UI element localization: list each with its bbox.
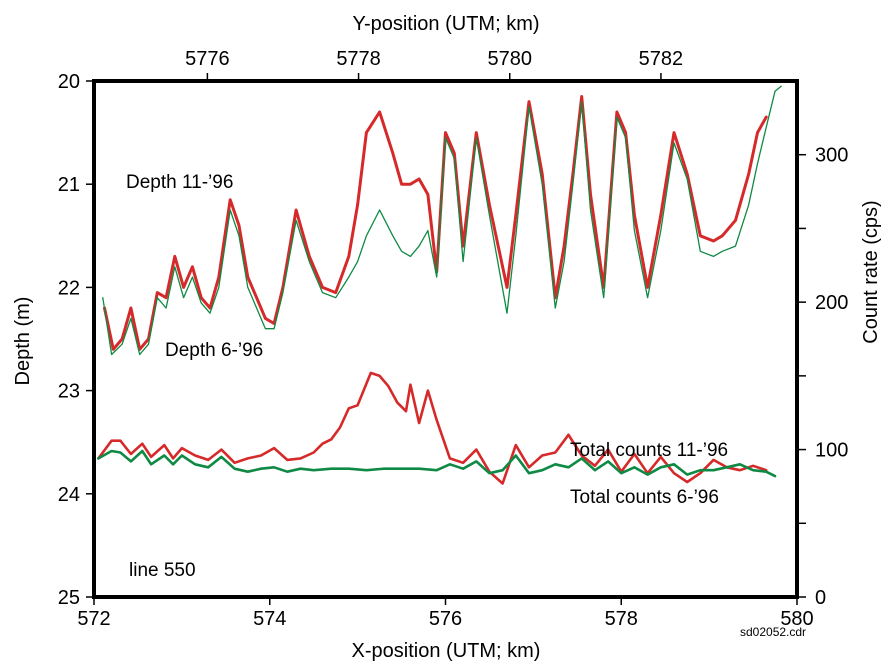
annotation-counts-nov: Total counts 11-’96 <box>570 440 728 461</box>
top-axis-title: Y-position (UTM; km) <box>352 13 539 35</box>
left-tick-label: 25 <box>58 587 80 609</box>
right-tick-label: 0 <box>815 587 826 609</box>
x-tick-label: 576 <box>429 608 462 630</box>
top-tick-label: 5780 <box>488 48 533 70</box>
right-tick-label: 100 <box>815 440 848 462</box>
right-axis-title: Count rate (cps) <box>860 200 882 343</box>
top-tick-label: 5776 <box>185 48 230 70</box>
left-tick-label: 24 <box>58 484 80 506</box>
series-line-2 <box>97 371 768 485</box>
left-tick-label: 22 <box>58 277 80 299</box>
x-axis-title: X-position (UTM; km) <box>352 640 541 662</box>
annotation-counts-jun: Total counts 6-’96 <box>570 487 719 508</box>
x-tick-label: 578 <box>605 608 638 630</box>
tick-labels: 572 574 576 578 580 5776 5778 5780 5782 20 21 22 23 2… <box>58 48 849 630</box>
series-line-3 <box>97 449 777 478</box>
annotation-depth-nov: Depth 11-’96 <box>126 172 233 193</box>
right-tick-label: 300 <box>815 145 848 167</box>
file-note: sd02052.cdr <box>740 625 806 639</box>
top-tick-label: 5778 <box>336 48 381 70</box>
left-tick-label: 21 <box>58 174 80 196</box>
x-tick-label: 580 <box>780 608 813 630</box>
annotation-depth-jun: Depth 6-’96 <box>165 340 263 361</box>
top-tick-label: 5782 <box>639 48 684 70</box>
x-tick-label: 574 <box>253 608 286 630</box>
annotation-line-id: line 550 <box>129 560 196 581</box>
left-axis-title: Depth (m) <box>12 297 34 386</box>
left-tick-label: 23 <box>58 381 80 403</box>
series-line-1 <box>102 85 782 356</box>
left-tick-label: 20 <box>58 71 80 93</box>
plot-frame <box>92 79 799 599</box>
x-tick-label: 572 <box>77 608 110 630</box>
series-line-0 <box>103 95 768 351</box>
series-lines <box>97 85 782 485</box>
right-tick-label: 200 <box>815 292 848 314</box>
tick-marks <box>86 73 806 605</box>
